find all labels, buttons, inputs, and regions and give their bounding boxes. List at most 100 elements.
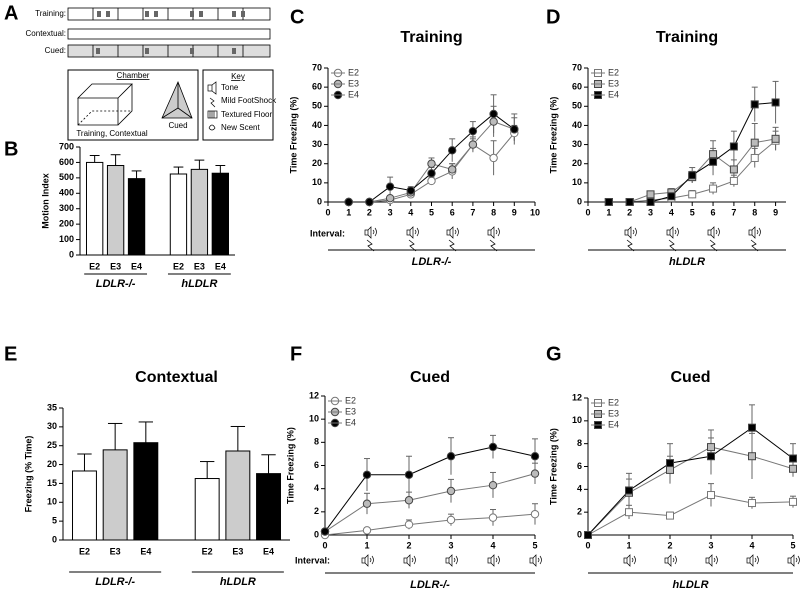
x-tick-label: 1 bbox=[626, 540, 631, 550]
y-tick-label: 40 bbox=[572, 120, 582, 130]
x-tick-label: 3 bbox=[648, 207, 653, 217]
tone-icon bbox=[624, 229, 629, 236]
point bbox=[750, 100, 759, 109]
tone-icon bbox=[749, 554, 759, 567]
group-label: hLDLR bbox=[669, 256, 705, 268]
y-axis-label: Time Freezing (%) bbox=[285, 427, 295, 504]
tone-icon bbox=[666, 229, 671, 236]
y-tick-label: 0 bbox=[69, 249, 74, 259]
legend-label: E2 bbox=[608, 67, 619, 77]
y-tick-label: 700 bbox=[59, 141, 74, 151]
y-tick-label: 300 bbox=[59, 203, 74, 213]
y-tick-label: 15 bbox=[47, 478, 57, 488]
point bbox=[427, 159, 436, 168]
y-axis-label: Motion Index bbox=[40, 173, 50, 229]
tone-icon bbox=[487, 229, 492, 236]
point bbox=[489, 117, 498, 126]
point bbox=[625, 508, 633, 517]
point bbox=[510, 125, 519, 134]
tone-icon bbox=[446, 229, 451, 236]
tone-icon bbox=[746, 557, 751, 564]
x-tick-label: 0 bbox=[322, 540, 327, 550]
x-tick-label: E4 bbox=[131, 261, 142, 271]
shock-icon bbox=[366, 239, 375, 252]
shock-icon bbox=[448, 239, 457, 252]
tone-icon bbox=[664, 557, 669, 564]
point bbox=[362, 499, 372, 508]
group-label: LDLR-/- bbox=[410, 579, 450, 591]
tone-icon bbox=[445, 557, 450, 564]
x-tick-label: 7 bbox=[731, 207, 736, 217]
bar bbox=[85, 161, 104, 256]
chart-title: Cued bbox=[671, 369, 711, 386]
y-tick-label: 10 bbox=[309, 414, 319, 424]
y-tick-label: 600 bbox=[59, 157, 74, 167]
point bbox=[789, 454, 797, 463]
point bbox=[729, 176, 738, 185]
shock-icon bbox=[489, 239, 498, 252]
point bbox=[320, 527, 330, 536]
tone-icon bbox=[623, 557, 628, 564]
y-axis-label: Time Freezing (%) bbox=[548, 428, 558, 505]
y-tick-label: 12 bbox=[572, 392, 582, 402]
legend-label: E4 bbox=[348, 89, 359, 99]
x-tick-label: E2 bbox=[79, 546, 90, 556]
tone-icon bbox=[787, 557, 792, 564]
point bbox=[625, 486, 633, 495]
y-tick-label: 0 bbox=[577, 529, 582, 539]
x-tick-label: 4 bbox=[669, 207, 674, 217]
point bbox=[427, 176, 436, 186]
shock-icon bbox=[408, 239, 417, 252]
y-tick-label: 100 bbox=[59, 234, 74, 244]
y-tick-label: 50 bbox=[572, 101, 582, 111]
tone-icon bbox=[449, 226, 459, 239]
tone-icon bbox=[361, 557, 366, 564]
x-tick-label: 3 bbox=[388, 207, 393, 217]
point bbox=[448, 146, 457, 155]
tone-icon bbox=[409, 226, 419, 239]
point bbox=[530, 452, 540, 461]
y-tick-label: 0 bbox=[317, 196, 322, 206]
y-axis-label: Time Freezing (%) bbox=[288, 97, 298, 174]
y-axis-label: Freezing (% Time) bbox=[23, 436, 33, 513]
bar bbox=[72, 470, 97, 541]
tone-icon bbox=[448, 554, 458, 567]
x-tick-label: 5 bbox=[532, 540, 537, 550]
diagram: A Training: Contextual: Cued: Chamber Tr bbox=[4, 2, 277, 141]
panel-letter: F bbox=[290, 343, 302, 365]
legend-label: E4 bbox=[608, 89, 619, 99]
legend-label: E2 bbox=[608, 397, 619, 407]
panel-letter: E bbox=[4, 343, 17, 365]
group-label: hLDLR bbox=[220, 576, 256, 588]
x-tick-label: 5 bbox=[429, 207, 434, 217]
legend-label: E4 bbox=[345, 417, 356, 427]
point bbox=[488, 480, 498, 490]
y-tick-label: 2 bbox=[577, 507, 582, 517]
panel-letter: G bbox=[546, 343, 562, 365]
bar bbox=[133, 442, 159, 541]
y-tick-label: 400 bbox=[59, 188, 74, 198]
bar bbox=[127, 178, 146, 256]
panel-letter: B bbox=[4, 138, 18, 160]
point bbox=[468, 140, 478, 149]
point bbox=[362, 470, 372, 479]
tone-icon bbox=[708, 554, 718, 567]
x-tick-label: E4 bbox=[140, 546, 151, 556]
bar bbox=[225, 450, 251, 541]
tone-icon bbox=[790, 554, 800, 567]
point bbox=[406, 186, 415, 195]
y-tick-label: 10 bbox=[47, 497, 57, 507]
point bbox=[446, 515, 456, 525]
x-tick-label: E3 bbox=[110, 261, 121, 271]
point bbox=[489, 109, 498, 119]
x-tick-label: 6 bbox=[450, 207, 455, 217]
key-item: New Scent bbox=[221, 123, 260, 132]
y-tick-label: 35 bbox=[47, 402, 57, 412]
y-tick-label: 20 bbox=[47, 459, 57, 469]
tone-icon bbox=[626, 554, 636, 567]
x-tick-label: 9 bbox=[512, 207, 517, 217]
point bbox=[748, 423, 756, 432]
x-tick-label: 4 bbox=[408, 207, 413, 217]
